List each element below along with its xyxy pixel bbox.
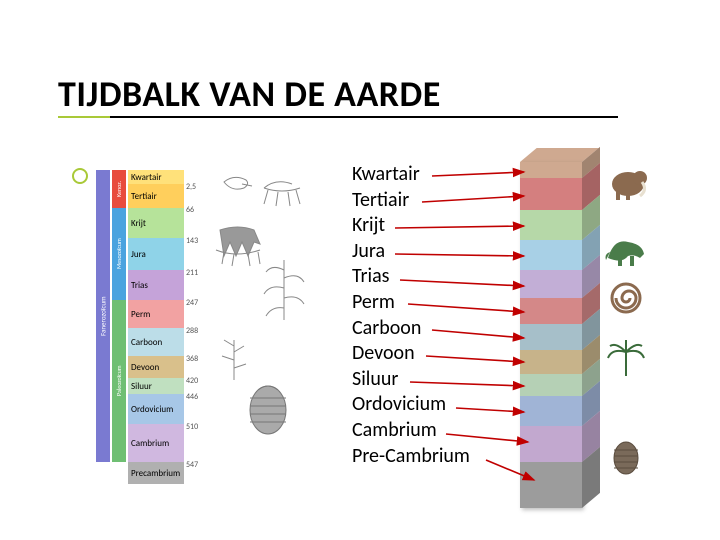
strata-layer (520, 270, 582, 298)
period-cell: Tertiair (128, 184, 184, 208)
age-label: 547 (186, 460, 198, 470)
age-label: 446 (186, 392, 198, 402)
period-name-column: KwartairTertiairKrijtJuraTriasPermCarboo… (128, 170, 184, 478)
strata-layer (520, 298, 582, 324)
period-list-item: Kwartair (352, 162, 470, 188)
period-list-item: Jura (352, 239, 470, 265)
age-label: 2,5 (186, 182, 196, 192)
era-subcell: Mesozoïcum (112, 208, 126, 300)
ammonite-icon (604, 280, 648, 316)
period-list-item: Siluur (352, 367, 470, 393)
period-cell: Jura (128, 238, 184, 270)
period-cell: Carboon (128, 328, 184, 356)
period-list-item: Ordovicium (352, 392, 470, 418)
period-cell: Trias (128, 270, 184, 300)
age-label: 143 (186, 236, 198, 246)
geologic-timescale-chart: Fanerozoïcum Kenoz.MesozoïcumPaleozoïcum… (96, 160, 322, 490)
title-rule (58, 116, 618, 118)
period-cell: Perm (128, 300, 184, 328)
era-column: Fanerozoïcum (96, 170, 110, 462)
age-label: 247 (186, 298, 198, 308)
organism-icons (604, 160, 664, 500)
age-label: 420 (186, 376, 198, 386)
period-cell: Ordovicium (128, 394, 184, 424)
period-list-item: Krijt (352, 213, 470, 239)
page-title: TIJDBALK VAN DE AARDE (58, 72, 441, 116)
age-label: 368 (186, 354, 198, 364)
age-labels: 2,5 66 143 211 247 288 368 420 446 510 547 (186, 170, 214, 478)
strata-layer (520, 240, 582, 270)
age-label: 211 (186, 268, 198, 278)
period-list-item: Perm (352, 290, 470, 316)
strata-column (520, 162, 582, 508)
strata-layer (520, 162, 582, 178)
era-subcell: Kenoz. (112, 170, 126, 208)
period-cell: Devoon (128, 356, 184, 378)
strata-layer (520, 324, 582, 350)
era-subcell: Paleozoïcum (112, 300, 126, 462)
age-label: 510 (186, 422, 198, 432)
period-label-list: KwartairTertiairKrijtJuraTriasPermCarboo… (352, 162, 470, 469)
strata-layer (520, 396, 582, 426)
age-label: 288 (186, 326, 198, 336)
age-label: 66 (186, 205, 194, 215)
era-cell: Fanerozoïcum (96, 170, 110, 462)
trilobite-icon (604, 440, 648, 476)
palm-icon (604, 340, 648, 376)
period-cell: Krijt (128, 208, 184, 238)
period-cell: Cambrium (128, 424, 184, 462)
bullet-icon (72, 168, 88, 184)
period-list-item: Trias (352, 264, 470, 290)
period-cell: Precambrium (128, 462, 184, 484)
dinosaur-icon (604, 230, 648, 266)
strata-layer (520, 178, 582, 210)
strata-layer (520, 374, 582, 396)
fossil-sketches (214, 170, 322, 480)
period-list-item: Pre-Cambrium (352, 444, 470, 470)
period-column: Kenoz.MesozoïcumPaleozoïcum (112, 170, 126, 462)
period-list-item: Devoon (352, 341, 470, 367)
period-cell: Siluur (128, 378, 184, 394)
strata-layer (520, 426, 582, 462)
strata-layer (520, 462, 582, 508)
period-list-item: Cambrium (352, 418, 470, 444)
period-list-item: Tertiair (352, 188, 470, 214)
title-rule-accent (58, 116, 110, 118)
period-cell: Kwartair (128, 170, 184, 184)
strata-layer (520, 350, 582, 374)
period-list-item: Carboon (352, 316, 470, 342)
strata-layer (520, 210, 582, 240)
mammoth-icon (604, 164, 648, 200)
